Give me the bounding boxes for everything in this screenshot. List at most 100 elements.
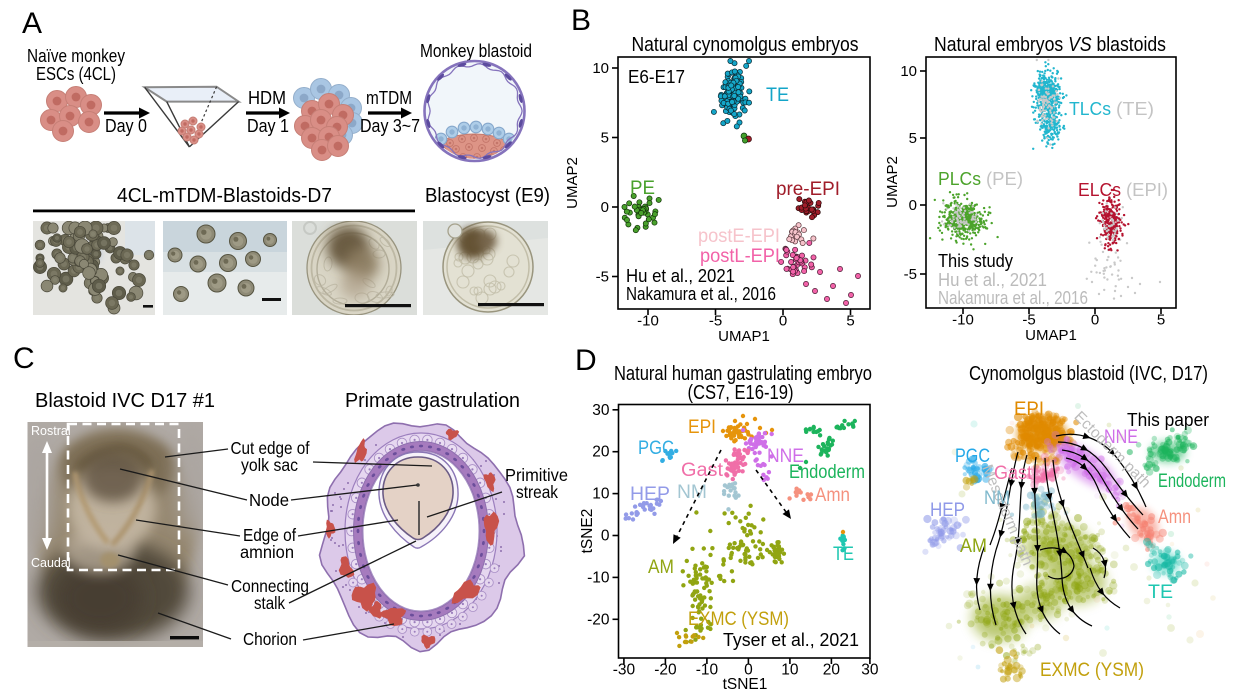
- svg-text:This paper: This paper: [1127, 409, 1209, 430]
- svg-text:5: 5: [909, 130, 917, 147]
- svg-text:5: 5: [846, 313, 854, 330]
- svg-text:mTDM: mTDM: [366, 87, 412, 108]
- svg-text:0: 0: [601, 528, 610, 545]
- svg-text:Node: Node: [249, 490, 289, 510]
- svg-text:NM: NM: [677, 482, 707, 503]
- svg-text:tSNE1: tSNE1: [723, 676, 768, 693]
- svg-text:0: 0: [909, 197, 917, 214]
- svg-text:(CS7, E16-19): (CS7, E16-19): [688, 382, 794, 404]
- svg-text:postL-EPI: postL-EPI: [700, 246, 780, 267]
- svg-text:TLCs: TLCs: [1069, 98, 1111, 119]
- svg-text:UMAP2: UMAP2: [564, 157, 581, 209]
- svg-text:ELCs: ELCs: [1078, 179, 1121, 200]
- svg-text:Hu et al., 2021: Hu et al., 2021: [626, 265, 735, 286]
- svg-text:E6-E17: E6-E17: [628, 66, 685, 87]
- svg-text:Primitive: Primitive: [505, 465, 568, 485]
- svg-text:Blastocyst (E9): Blastocyst (E9): [425, 185, 550, 207]
- svg-text:streak: streak: [516, 482, 558, 502]
- svg-text:Nakamura et al., 2016: Nakamura et al., 2016: [626, 283, 776, 304]
- svg-text:PGC: PGC: [955, 446, 990, 467]
- svg-text:B: B: [571, 4, 591, 37]
- svg-text:Hu et al., 2021: Hu et al., 2021: [938, 269, 1047, 290]
- svg-text:0: 0: [601, 199, 609, 216]
- svg-text:NNE: NNE: [767, 446, 804, 467]
- svg-text:-10: -10: [696, 662, 719, 679]
- svg-text:Day 1: Day 1: [247, 115, 289, 136]
- svg-text:Amn: Amn: [815, 485, 850, 506]
- svg-text:-20: -20: [654, 662, 677, 679]
- svg-text:ESCs (4CL): ESCs (4CL): [36, 63, 116, 84]
- svg-text:HEP: HEP: [630, 484, 670, 505]
- svg-text:0: 0: [1091, 312, 1099, 329]
- svg-text:0: 0: [744, 662, 753, 679]
- svg-text:PLCs: PLCs: [938, 168, 981, 189]
- svg-text:A: A: [22, 7, 42, 40]
- svg-text:(TE): (TE): [1116, 98, 1154, 119]
- svg-text:Chorion: Chorion: [243, 629, 297, 649]
- svg-text:-30: -30: [613, 662, 636, 679]
- svg-text:stalk: stalk: [254, 593, 285, 613]
- svg-text:PGC: PGC: [638, 438, 674, 459]
- svg-text:-10: -10: [587, 569, 610, 586]
- svg-text:pre-EPI: pre-EPI: [776, 179, 840, 200]
- svg-text:PE: PE: [630, 178, 655, 199]
- svg-text:Edge of: Edge of: [243, 525, 296, 545]
- svg-text:amnion: amnion: [240, 542, 294, 562]
- svg-text:NM: NM: [984, 488, 1010, 509]
- svg-text:-5: -5: [596, 269, 609, 286]
- svg-text:Monkey blastoid: Monkey blastoid: [420, 40, 532, 61]
- svg-text:yolk sac: yolk sac: [241, 455, 298, 475]
- svg-text:D: D: [575, 344, 597, 377]
- svg-text:Natural cynomolgus embryos: Natural cynomolgus embryos: [632, 34, 859, 56]
- svg-text:Day 3~7: Day 3~7: [360, 115, 420, 136]
- svg-text:Natural human gastrulating emb: Natural human gastrulating embryo: [614, 363, 872, 385]
- svg-text:10: 10: [900, 63, 917, 80]
- svg-text:HEP: HEP: [930, 500, 965, 521]
- svg-text:Primate gastrulation: Primate gastrulation: [345, 390, 520, 412]
- svg-text:-10: -10: [637, 313, 659, 330]
- svg-text:Amn: Amn: [1158, 507, 1191, 528]
- svg-text:Naïve monkey: Naïve monkey: [27, 45, 126, 66]
- svg-text:(PE): (PE): [986, 168, 1023, 189]
- svg-text:Connecting: Connecting: [231, 576, 309, 596]
- svg-text:Day 0: Day 0: [105, 115, 147, 136]
- svg-text:10: 10: [592, 60, 609, 77]
- svg-text:UMAP2: UMAP2: [884, 156, 901, 208]
- svg-text:10: 10: [781, 662, 799, 679]
- svg-text:EXMC (YSM): EXMC (YSM): [688, 609, 789, 630]
- svg-text:This study: This study: [938, 250, 1014, 271]
- svg-text:Gast: Gast: [994, 463, 1033, 484]
- svg-text:10: 10: [592, 486, 610, 503]
- svg-text:20: 20: [823, 662, 841, 679]
- svg-text:30: 30: [861, 662, 879, 679]
- svg-text:Tyser et al., 2021: Tyser et al., 2021: [723, 629, 859, 650]
- svg-text:Blastoid IVC D17 #1: Blastoid IVC D17 #1: [35, 390, 215, 412]
- svg-text:Caudal: Caudal: [31, 556, 71, 570]
- svg-text:AM: AM: [648, 557, 674, 578]
- svg-text:Gast: Gast: [681, 460, 724, 481]
- svg-text:Endoderm: Endoderm: [1158, 471, 1226, 492]
- svg-text:4CL-mTDM-Blastoids-D7: 4CL-mTDM-Blastoids-D7: [117, 185, 332, 207]
- svg-text:-20: -20: [587, 611, 610, 628]
- svg-text:postE-EPI: postE-EPI: [698, 226, 780, 247]
- svg-text:AM: AM: [960, 536, 987, 557]
- svg-text:5: 5: [601, 130, 609, 147]
- svg-text:Rostral: Rostral: [31, 424, 71, 438]
- svg-text:NNE: NNE: [1104, 427, 1138, 448]
- svg-text:-5: -5: [709, 313, 722, 330]
- svg-text:TE: TE: [1148, 582, 1173, 603]
- svg-text:5: 5: [1157, 312, 1165, 329]
- svg-text:-5: -5: [1022, 312, 1035, 329]
- svg-text:Cynomolgus blastoid (IVC, D17): Cynomolgus blastoid (IVC, D17): [969, 363, 1208, 385]
- svg-text:20: 20: [592, 444, 610, 461]
- svg-text:0: 0: [779, 313, 787, 330]
- svg-text:C: C: [13, 342, 35, 375]
- svg-text:tSNE2: tSNE2: [579, 509, 596, 554]
- svg-text:EPI: EPI: [688, 417, 716, 438]
- svg-text:Natural embryos VS blastoids: Natural embryos VS blastoids: [934, 34, 1166, 56]
- svg-text:EPI: EPI: [1014, 399, 1044, 420]
- svg-text:UMAP1: UMAP1: [1025, 327, 1077, 344]
- svg-text:Nakamura et al., 2016: Nakamura et al., 2016: [938, 287, 1088, 308]
- svg-text:-5: -5: [904, 266, 917, 283]
- svg-text:EXMC (YSM): EXMC (YSM): [1040, 660, 1144, 681]
